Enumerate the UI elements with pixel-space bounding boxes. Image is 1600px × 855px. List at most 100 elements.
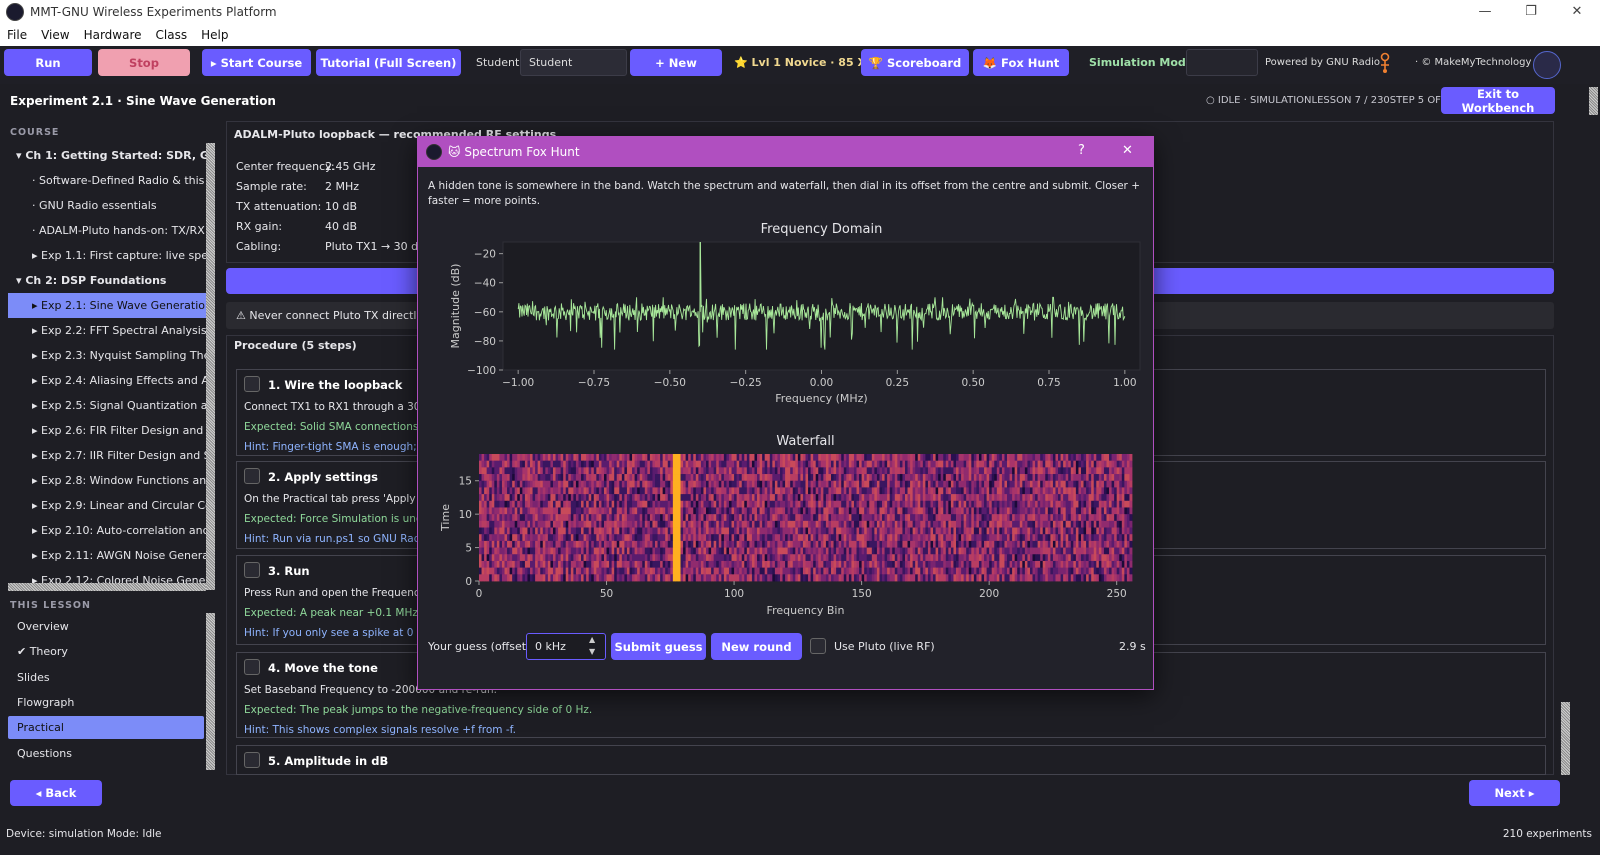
scoreboard-button[interactable]: 🏆 Scoreboard bbox=[861, 49, 969, 76]
wf-cell bbox=[522, 454, 526, 462]
course-tree-item[interactable]: · GNU Radio essentials bbox=[32, 199, 157, 212]
exit-workbench-button[interactable]: Exit to Workbench bbox=[1441, 87, 1555, 115]
wf-cell bbox=[958, 467, 962, 475]
menu-view[interactable]: View bbox=[41, 28, 70, 42]
course-tree-item[interactable]: ▸ Exp 2.11: AWGN Noise Generation bbox=[32, 549, 206, 562]
wf-cell bbox=[1101, 554, 1105, 562]
step-checkbox[interactable] bbox=[244, 562, 260, 578]
wf-cell bbox=[823, 554, 827, 562]
course-tree-item[interactable]: ▸ Exp 2.5: Signal Quantization and Quant… bbox=[32, 399, 206, 412]
step-checkbox[interactable] bbox=[244, 468, 260, 484]
wf-cell bbox=[887, 460, 891, 468]
fox-hunt-button[interactable]: 🦊 Fox Hunt bbox=[973, 49, 1069, 76]
wf-cell bbox=[777, 460, 781, 468]
wf-cell bbox=[882, 554, 885, 562]
run-button[interactable]: Run bbox=[4, 49, 92, 76]
minimize-icon[interactable]: — bbox=[1478, 4, 1492, 19]
wf-cell bbox=[1080, 547, 1084, 555]
wf-cell bbox=[1040, 507, 1044, 515]
lesson-nav-item[interactable]: Questions bbox=[17, 746, 72, 760]
start-course-button[interactable]: ▸ Start Course bbox=[202, 49, 311, 76]
wf-cell bbox=[708, 467, 712, 475]
course-tree-item[interactable]: ▾ Ch 2: DSP Foundations bbox=[16, 274, 167, 287]
course-tree-item[interactable]: ▸ Exp 2.4: Aliasing Effects and Anti-Ali… bbox=[32, 374, 206, 387]
next-button[interactable]: Next ▸ bbox=[1469, 780, 1560, 806]
lesson-nav-item[interactable]: Slides bbox=[17, 670, 50, 684]
wf-cell bbox=[882, 460, 885, 468]
close-window-icon[interactable]: ✕ bbox=[1571, 4, 1583, 19]
wf-cell bbox=[517, 500, 521, 508]
tutorial-button[interactable]: Tutorial (Full Screen) bbox=[316, 49, 461, 76]
wf-cell bbox=[509, 487, 513, 495]
wf-cell bbox=[1007, 574, 1010, 582]
wf-cell bbox=[1058, 547, 1061, 555]
wf-cell bbox=[904, 514, 908, 522]
wf-cell bbox=[818, 500, 822, 508]
wf-cell bbox=[552, 474, 556, 482]
course-tree-item[interactable]: ▸ Exp 2.10: Auto-correlation and Cross-c… bbox=[32, 524, 206, 537]
course-tree-item[interactable]: · ADALM-Pluto hands-on: TX/RX & loopback bbox=[32, 224, 206, 237]
wf-cell bbox=[1012, 567, 1016, 575]
menu-class[interactable]: Class bbox=[155, 28, 188, 42]
dialog-close-icon[interactable]: ✕ bbox=[1122, 143, 1133, 158]
course-tree-item[interactable]: ▸ Exp 2.3: Nyquist Sampling Theorem bbox=[32, 349, 206, 362]
wf-cell bbox=[1014, 554, 1018, 562]
wf-cell bbox=[1001, 547, 1005, 555]
wf-cell bbox=[1058, 574, 1061, 582]
lesson-nav-item[interactable]: Overview bbox=[17, 620, 69, 633]
wf-cell bbox=[552, 480, 556, 488]
course-scrollbar[interactable] bbox=[206, 143, 215, 590]
wf-cell bbox=[718, 487, 722, 495]
dialog-help-icon[interactable]: ? bbox=[1078, 143, 1085, 158]
course-tree-item[interactable]: ▸ Exp 2.7: IIR Filter Design and Stabili… bbox=[32, 449, 206, 462]
course-tree-item[interactable]: ▸ Exp 2.2: FFT Spectral Analysis bbox=[32, 324, 206, 337]
wf-cell bbox=[1126, 520, 1130, 528]
course-tree-item[interactable]: ▾ Ch 1: Getting Started: SDR, GNU Radio bbox=[16, 149, 206, 162]
wf-cell bbox=[1001, 467, 1005, 475]
course-tree-item[interactable]: ▸ Exp 2.1: Sine Wave Generation and Anal… bbox=[8, 293, 206, 318]
wf-cell bbox=[785, 520, 789, 528]
wf-cell bbox=[759, 574, 763, 582]
wf-cell bbox=[540, 487, 544, 495]
wf-cell bbox=[989, 467, 993, 475]
wf-cell bbox=[815, 514, 819, 522]
step-checkbox[interactable] bbox=[244, 752, 260, 768]
wf-cell bbox=[588, 507, 592, 515]
course-tree-item[interactable]: ▸ Exp 2.8: Window Functions and Spectral… bbox=[32, 474, 206, 487]
course-hscrollbar[interactable] bbox=[8, 583, 206, 591]
lesson-scrollbar[interactable] bbox=[206, 613, 215, 770]
lesson-nav-item[interactable]: Practical bbox=[8, 716, 204, 740]
wf-cell bbox=[665, 507, 669, 515]
wf-cell bbox=[899, 540, 903, 548]
step-checkbox[interactable] bbox=[244, 376, 260, 392]
wf-cell bbox=[749, 467, 753, 475]
header-scrollbar[interactable] bbox=[1589, 87, 1598, 115]
wf-cell bbox=[675, 507, 679, 515]
lesson-nav-item[interactable]: Flowgraph bbox=[17, 695, 75, 709]
lesson-nav-item[interactable]: ✔ Theory bbox=[17, 645, 68, 659]
wf-cell bbox=[667, 567, 671, 575]
course-tree-item[interactable]: ▸ Exp 1.1: First capture: live spectrum bbox=[32, 249, 206, 262]
back-button[interactable]: ◂ Back bbox=[10, 780, 102, 806]
main-scrollbar[interactable] bbox=[1561, 702, 1570, 775]
wf-cell bbox=[524, 500, 528, 508]
wf-cell bbox=[774, 540, 778, 548]
menu-file[interactable]: File bbox=[7, 28, 28, 42]
course-tree-item[interactable]: · Software-Defined Radio & this platform bbox=[32, 174, 206, 187]
course-tree-item[interactable]: ▸ Exp 2.9: Linear and Circular Convoluti… bbox=[32, 499, 206, 512]
step-checkbox[interactable] bbox=[244, 659, 260, 675]
stop-button[interactable]: Stop bbox=[98, 49, 190, 76]
course-tree-item[interactable]: ▸ Exp 2.6: FIR Filter Design and Respons… bbox=[32, 424, 206, 437]
wf-cell bbox=[800, 460, 804, 468]
maximize-icon[interactable]: ❐ bbox=[1525, 4, 1537, 19]
wf-cell bbox=[853, 460, 857, 468]
wf-cell bbox=[716, 520, 720, 528]
menu-help[interactable]: Help bbox=[201, 28, 229, 42]
student-input[interactable]: Student bbox=[520, 49, 627, 76]
wf-cell bbox=[486, 474, 490, 482]
wf-cell bbox=[1040, 454, 1044, 462]
wf-cell bbox=[486, 567, 490, 575]
menu-hardware[interactable]: Hardware bbox=[83, 28, 142, 42]
new-student-button[interactable]: + New bbox=[630, 49, 722, 76]
wf-cell bbox=[532, 554, 536, 562]
